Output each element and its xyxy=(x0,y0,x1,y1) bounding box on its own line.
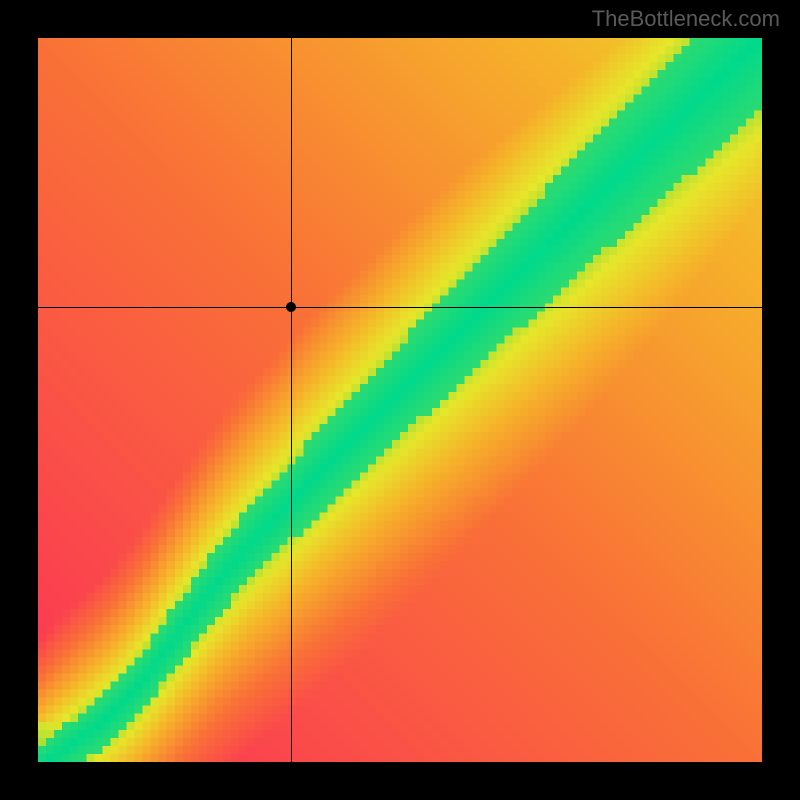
chart-container: TheBottleneck.com xyxy=(0,0,800,800)
plot-area xyxy=(38,38,762,762)
crosshair-horizontal xyxy=(38,307,762,308)
crosshair-vertical xyxy=(291,38,292,762)
heatmap-canvas xyxy=(38,38,762,762)
marker-dot xyxy=(286,302,296,312)
watermark-text: TheBottleneck.com xyxy=(592,6,780,32)
